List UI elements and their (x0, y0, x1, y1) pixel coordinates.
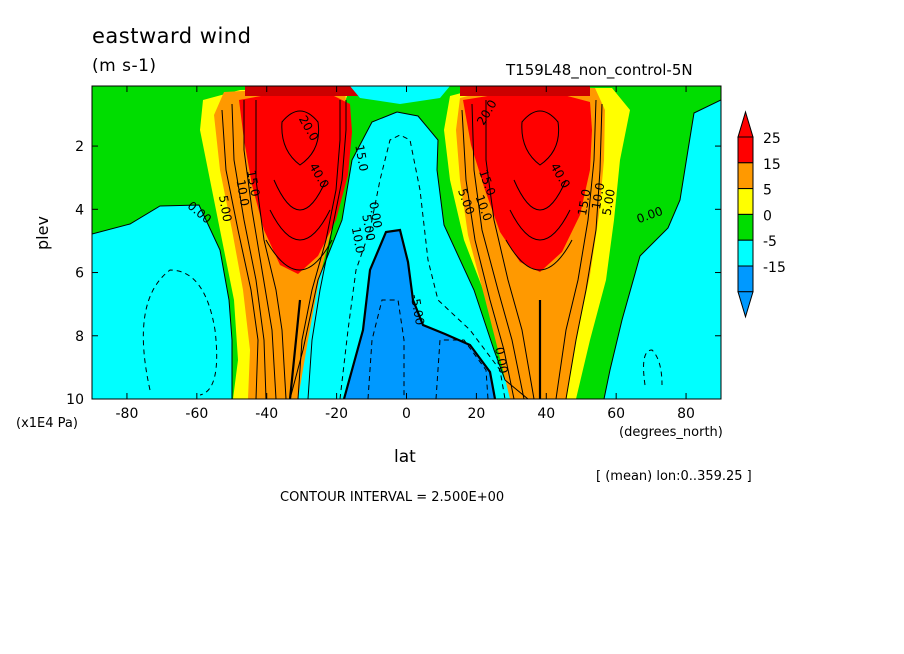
contour-dash-se (643, 349, 663, 386)
colorbar-arrow-bottom (737, 291, 754, 319)
contour-zero-north (603, 99, 721, 399)
colorbar-segment (737, 213, 754, 241)
contour-dashed-lines (142, 134, 663, 399)
contour-n7 (509, 209, 571, 241)
contour-label: 10.0 (589, 182, 607, 211)
contour-n8 (513, 179, 567, 211)
contour-label: -5.00 (408, 293, 427, 326)
colorbar-arrow-top (737, 110, 754, 138)
x-tick-label: -20 (325, 406, 348, 422)
y-tick-label: 4 (75, 202, 84, 218)
colorbar-label: 25 (763, 131, 781, 147)
top-band-north (460, 86, 590, 96)
contour-lines (92, 99, 721, 399)
x-tick-label: -80 (116, 406, 139, 422)
mean-annotation: [ (mean) lon:0..359.25 ] (596, 469, 752, 484)
contour-s8 (269, 209, 331, 241)
contour-s7 (265, 239, 333, 271)
contour-minus5 (342, 228, 497, 399)
contour-n6 (505, 239, 573, 271)
contour-dash-right (435, 339, 489, 399)
colorbar-label: 0 (763, 208, 772, 224)
contour-label: 0.00 (492, 346, 510, 375)
y-tick-label: 10 (66, 392, 84, 408)
contour-s5 (297, 100, 341, 399)
x-tick-label: 0 (402, 406, 411, 422)
x-tick-label: 20 (467, 406, 485, 422)
top-band-south (245, 86, 365, 96)
contour-label: 5.00 (216, 194, 234, 223)
contour-zero-eq-n (396, 111, 529, 399)
contour-n2 (471, 103, 525, 399)
y-axis-unit: (x1E4 Pa) (16, 416, 78, 431)
fill-red-south (239, 94, 352, 274)
contour-s4 (255, 100, 287, 399)
contour-s1 (221, 109, 259, 399)
colorbar-segment (737, 265, 754, 293)
experiment-label: T159L48_non_control-5N (506, 61, 693, 79)
contour-zero-eq-s (289, 111, 398, 399)
colorbar-segment (737, 239, 754, 267)
y-tick-label: 2 (75, 139, 84, 155)
y-tick-label: 6 (75, 266, 84, 282)
x-axis-unit: (degrees_north) (619, 425, 723, 440)
contour-s2 (231, 103, 267, 399)
colorbar-segment (737, 188, 754, 215)
x-ticks: -80 -60 -40 -20 0 20 40 60 80 (116, 86, 695, 422)
contour-bold-lines (288, 228, 542, 399)
contour-field (92, 86, 721, 399)
x-axis-label: lat (394, 447, 416, 467)
colorbar-label: 15 (763, 157, 781, 173)
contour-label: 0.00 (366, 201, 384, 230)
contour-bold-south (288, 299, 302, 399)
chart-title: eastward wind (92, 24, 252, 48)
contour-interval: CONTOUR INTERVAL = 2.500E+00 (280, 490, 505, 505)
contour-label: 5.00 (600, 188, 618, 217)
y-tick-label: 8 (75, 329, 84, 345)
contour-label: 10.0 (349, 226, 367, 255)
contour-dash-center (367, 299, 405, 399)
top-cyan-south (350, 86, 450, 104)
x-tick-label: -40 (255, 406, 278, 422)
x-tick-label: 80 (677, 406, 695, 422)
colorbar-segment (737, 136, 754, 164)
contour-s6 (307, 100, 347, 399)
colorbar-label: -5 (763, 234, 777, 250)
contour-zero-south (92, 204, 233, 399)
jet-core-south (281, 110, 320, 166)
contour-label: 10.0 (233, 178, 251, 207)
chart-units: (m s-1) (92, 56, 157, 76)
x-tick-label: 40 (537, 406, 555, 422)
fill-blue (344, 230, 495, 399)
contour-s3 (243, 100, 277, 399)
contour-dash-sw (142, 269, 218, 396)
colorbar-segment (737, 162, 754, 190)
colorbar: 25 15 5 0 -5 -15 (737, 110, 786, 319)
contour-label: 5.00 (359, 213, 377, 242)
contour-n5 (565, 103, 603, 399)
colorbar-label: 5 (763, 183, 772, 199)
contour-n1 (461, 109, 515, 399)
contour-s9 (273, 179, 327, 211)
colorbar-label: -15 (763, 260, 786, 276)
x-tick-label: -60 (185, 406, 208, 422)
contour-n4 (555, 99, 597, 399)
contour-label: 15.0 (352, 144, 370, 173)
contour-n3 (485, 100, 535, 399)
contour-label: 15.0 (575, 188, 593, 217)
contour-dash-eq1 (339, 134, 506, 399)
jet-core-north (521, 110, 560, 166)
contour-label: 15.0 (244, 169, 262, 198)
x-tick-label: 60 (607, 406, 625, 422)
y-ticks: 2 4 6 8 10 (66, 139, 721, 408)
